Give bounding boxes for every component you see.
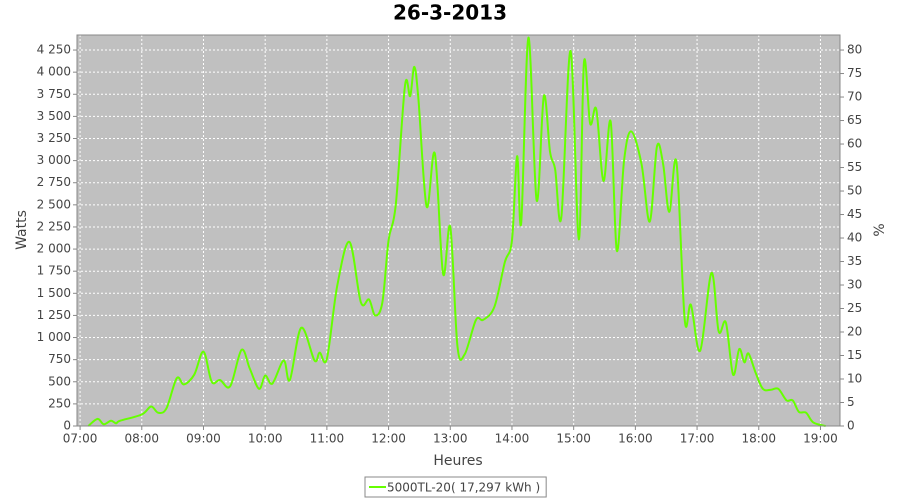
y2-tick-label: 0 [847, 419, 855, 433]
legend-label: 5000TL-20( 17,297 kWh ) [387, 481, 540, 495]
y2-axis-title: % [872, 223, 888, 236]
chart-title: 26-3-2013 [393, 1, 507, 25]
y-tick-label: 4 000 [37, 65, 71, 79]
x-tick-label: 17:00 [680, 432, 715, 446]
plot-area [77, 35, 840, 426]
y2-tick-label: 70 [847, 90, 862, 104]
y-tick-label: 3 750 [37, 87, 71, 101]
x-tick-label: 19:00 [803, 432, 838, 446]
x-tick-label: 12:00 [371, 432, 406, 446]
y-tick-label: 1 500 [37, 286, 71, 300]
x-tick-label: 08:00 [124, 432, 159, 446]
x-tick-label: 07:00 [63, 432, 98, 446]
plot-border [76, 34, 841, 427]
y2-tick-label: 50 [847, 184, 862, 198]
y-tick-label: 2 750 [37, 175, 71, 189]
y2-tick-label: 20 [847, 325, 862, 339]
y2-tick-label: 45 [847, 207, 862, 221]
y2-tick-label: 35 [847, 254, 862, 268]
y-tick-label: 2 250 [37, 219, 71, 233]
y-tick-label: 750 [48, 352, 71, 366]
y2-tick-label: 25 [847, 301, 862, 315]
x-tick-label: 10:00 [248, 432, 283, 446]
y-tick-label: 2 500 [37, 197, 71, 211]
line-series [87, 36, 826, 427]
y2-tick-label: 65 [847, 113, 862, 127]
y2-tick-label: 40 [847, 231, 862, 245]
y-tick-label: 3 000 [37, 153, 71, 167]
y2-tick-label: 60 [847, 137, 862, 151]
y-tick-label: 500 [48, 374, 71, 388]
y-tick-label: 1 000 [37, 330, 71, 344]
y2-tick-label: 10 [847, 372, 862, 386]
x-tick-label: 18:00 [741, 432, 776, 446]
y-tick-label: 3 500 [37, 109, 71, 123]
y-tick-label: 4 250 [37, 43, 71, 57]
x-axis-title: Heures [433, 453, 482, 469]
y2-tick-label: 75 [847, 66, 862, 80]
y-tick-label: 1 250 [37, 308, 71, 322]
x-tick-label: 13:00 [433, 432, 468, 446]
y2-tick-label: 30 [847, 278, 862, 292]
y2-tick-label: 5 [847, 395, 855, 409]
x-tick-label: 11:00 [310, 432, 345, 446]
y-tick-label: 2 000 [37, 242, 71, 256]
y-tick-label: 1 750 [37, 264, 71, 278]
y2-tick-label: 55 [847, 160, 862, 174]
x-tick-label: 09:00 [186, 432, 221, 446]
x-tick-label: 16:00 [618, 432, 653, 446]
y-axis-title: Watts [14, 210, 30, 250]
y-tick-label: 250 [48, 396, 71, 410]
legend-box [364, 476, 547, 498]
y-tick-label: 3 250 [37, 131, 71, 145]
y-tick-label: 0 [63, 419, 71, 433]
y2-tick-label: 15 [847, 348, 862, 362]
x-tick-label: 15:00 [556, 432, 591, 446]
y2-tick-label: 80 [847, 43, 862, 57]
x-tick-label: 14:00 [495, 432, 530, 446]
